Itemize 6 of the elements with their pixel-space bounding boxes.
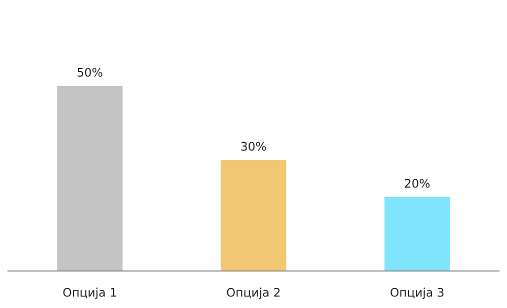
data-label: 30% [241, 142, 266, 151]
x-tick-label: Опција 2 [226, 288, 280, 300]
data-label: 20% [404, 178, 430, 188]
data-label: 50% [78, 68, 102, 77]
x-tick-label: Опција 3 [390, 288, 444, 300]
x-tick-label: Опција 1 [63, 288, 116, 300]
